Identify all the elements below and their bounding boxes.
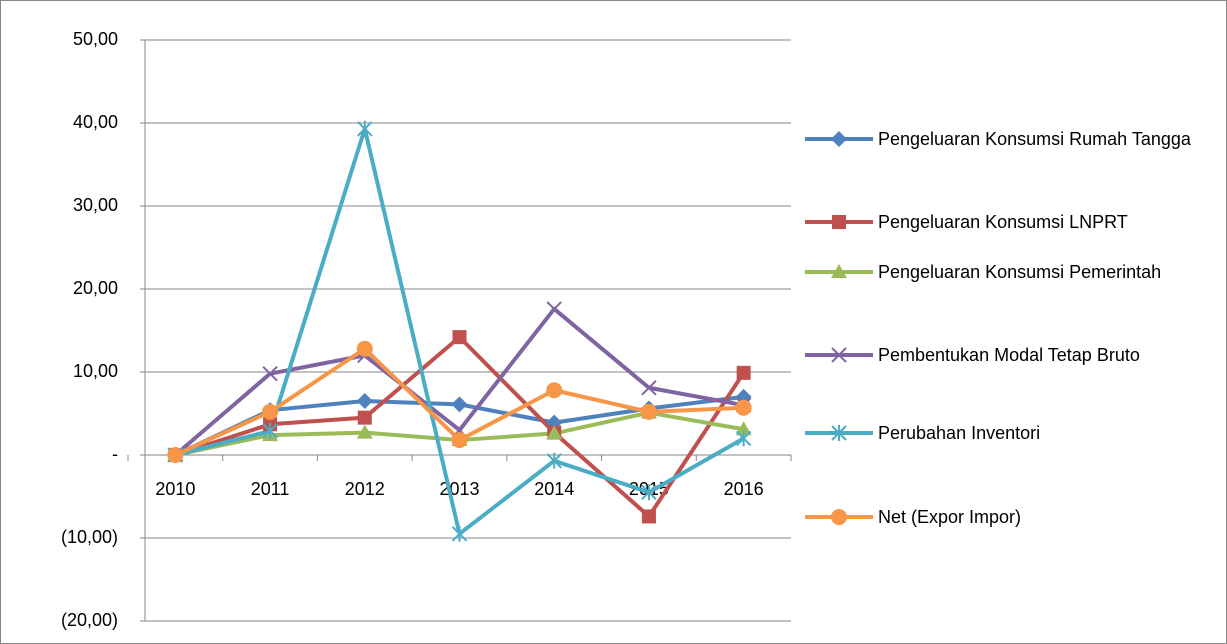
marker <box>546 301 562 317</box>
y-tick-label: (10,00) <box>61 527 118 547</box>
x-tick-label: 2012 <box>345 479 385 499</box>
x-tick-label: 2010 <box>155 479 195 499</box>
y-tick-label: 10,00 <box>73 361 118 381</box>
marker <box>640 403 657 420</box>
y-tick-label: (20,00) <box>61 610 118 630</box>
marker <box>167 447 184 463</box>
marker <box>831 509 847 525</box>
marker <box>641 509 656 524</box>
marker <box>546 425 563 440</box>
marker <box>451 525 468 542</box>
legend-label: Pengeluaran Konsumsi Pemerintah <box>878 262 1162 282</box>
legend-label: Pembentukan Modal Tetap Bruto <box>878 345 1140 365</box>
marker <box>831 264 847 278</box>
marker <box>451 396 468 413</box>
x-tick-label: 2011 <box>251 479 290 499</box>
marker <box>357 410 372 425</box>
y-tick-label: 30,00 <box>73 195 118 215</box>
marker <box>356 393 373 410</box>
marker <box>735 430 752 447</box>
marker <box>451 432 468 449</box>
marker <box>831 425 847 441</box>
y-tick-label: 20,00 <box>73 278 118 298</box>
marker <box>262 403 279 420</box>
marker <box>641 380 657 396</box>
marker <box>356 424 373 439</box>
y-tick-label: 40,00 <box>73 112 118 132</box>
marker <box>831 131 847 147</box>
marker <box>452 330 467 345</box>
legend-label: Pengeluaran Konsumsi Rumah Tangga <box>878 129 1191 149</box>
x-tick-label: 2014 <box>534 479 574 499</box>
marker <box>262 365 278 382</box>
marker <box>262 422 278 439</box>
marker <box>735 399 752 416</box>
marker <box>832 215 846 229</box>
y-tick-label: 50,00 <box>73 29 118 49</box>
marker <box>357 120 373 137</box>
legend-label: Net (Expor Impor) <box>878 507 1022 527</box>
marker <box>546 382 563 399</box>
legend-label: Pengeluaran Konsumsi LNPRT <box>878 212 1128 232</box>
legend-label: Perubahan Inventori <box>878 423 1041 443</box>
y-tick-label: - <box>112 444 118 464</box>
marker <box>546 452 562 469</box>
marker <box>736 365 751 380</box>
marker <box>356 340 373 357</box>
marker <box>641 484 657 501</box>
x-tick-label: 2016 <box>724 479 764 499</box>
marker <box>735 421 752 436</box>
marker <box>831 347 847 363</box>
